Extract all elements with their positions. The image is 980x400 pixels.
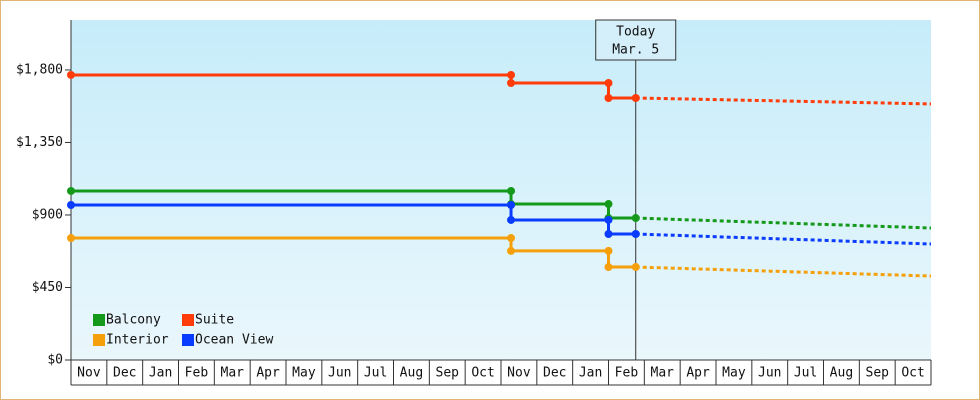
x-tick-label: Jul <box>794 366 817 381</box>
price-point <box>631 263 640 272</box>
legend-swatch <box>93 314 105 326</box>
price-line <box>71 203 636 236</box>
y-tick-label: $0 <box>47 353 63 368</box>
x-tick-label: Nov <box>77 366 101 381</box>
price-point <box>507 215 516 224</box>
forecast-line <box>635 96 932 106</box>
forecast-line <box>635 232 932 246</box>
x-tick-label: May <box>722 366 746 381</box>
x-tick-label: Sep <box>866 366 890 381</box>
x-tick-label: Feb <box>185 366 209 381</box>
price-point <box>507 200 516 209</box>
price-line <box>71 73 636 100</box>
legend-label: Ocean View <box>195 333 273 348</box>
price-point <box>507 246 516 255</box>
legend-swatch <box>93 334 105 346</box>
x-tick-label: Jul <box>364 366 387 381</box>
price-point <box>631 229 640 238</box>
price-point <box>631 214 640 223</box>
legend-swatch <box>182 314 194 326</box>
x-tick-label: Aug <box>400 366 423 381</box>
price-point <box>604 200 613 209</box>
price-point <box>604 93 613 102</box>
x-tick-label: Jan <box>149 366 172 381</box>
x-tick-label: Jan <box>579 366 602 381</box>
x-tick-label: Aug <box>830 366 853 381</box>
y-tick-label: $900 <box>32 207 63 222</box>
forecast-line <box>635 216 932 230</box>
x-tick-label: Feb <box>615 366 639 381</box>
price-point <box>604 246 613 255</box>
x-tick-label: Mar <box>221 366 245 381</box>
price-point <box>604 263 613 272</box>
price-point <box>67 70 75 79</box>
today-label: Mar. 5 <box>612 43 659 58</box>
price-point <box>507 70 516 79</box>
x-tick-label: Mar <box>651 366 675 381</box>
price-point <box>507 234 516 243</box>
x-tick-label: Dec <box>543 366 566 381</box>
y-tick-label: $1,800 <box>16 62 63 77</box>
legend-label: Interior <box>106 333 169 348</box>
legend-swatch <box>182 334 194 346</box>
x-tick-label: Sep <box>436 366 460 381</box>
x-tick-label: Oct <box>471 366 494 381</box>
forecast-line <box>635 265 932 278</box>
x-tick-label: Dec <box>113 366 136 381</box>
x-tick-label: Jun <box>328 366 351 381</box>
x-tick-label: Apr <box>686 366 710 381</box>
price-point <box>604 215 613 224</box>
x-tick-label: Oct <box>901 366 924 381</box>
price-point <box>631 93 640 102</box>
price-point <box>604 79 613 88</box>
price-point <box>604 229 613 238</box>
y-tick-label: $450 <box>32 280 63 295</box>
price-point <box>67 200 75 209</box>
x-tick-label: Apr <box>256 366 280 381</box>
x-tick-label: Jun <box>758 366 781 381</box>
price-point <box>507 79 516 88</box>
x-tick-label: Nov <box>507 366 531 381</box>
x-tick-label: May <box>292 366 316 381</box>
price-point <box>67 234 75 243</box>
legend-label: Suite <box>195 313 234 328</box>
price-line <box>71 236 636 269</box>
legend-label: Balcony <box>106 313 161 328</box>
today-box <box>595 19 677 61</box>
today-label: Today <box>616 25 655 40</box>
price-point <box>67 186 75 195</box>
price-line <box>71 189 636 220</box>
price-point <box>507 186 516 195</box>
y-tick-label: $1,350 <box>16 135 63 150</box>
